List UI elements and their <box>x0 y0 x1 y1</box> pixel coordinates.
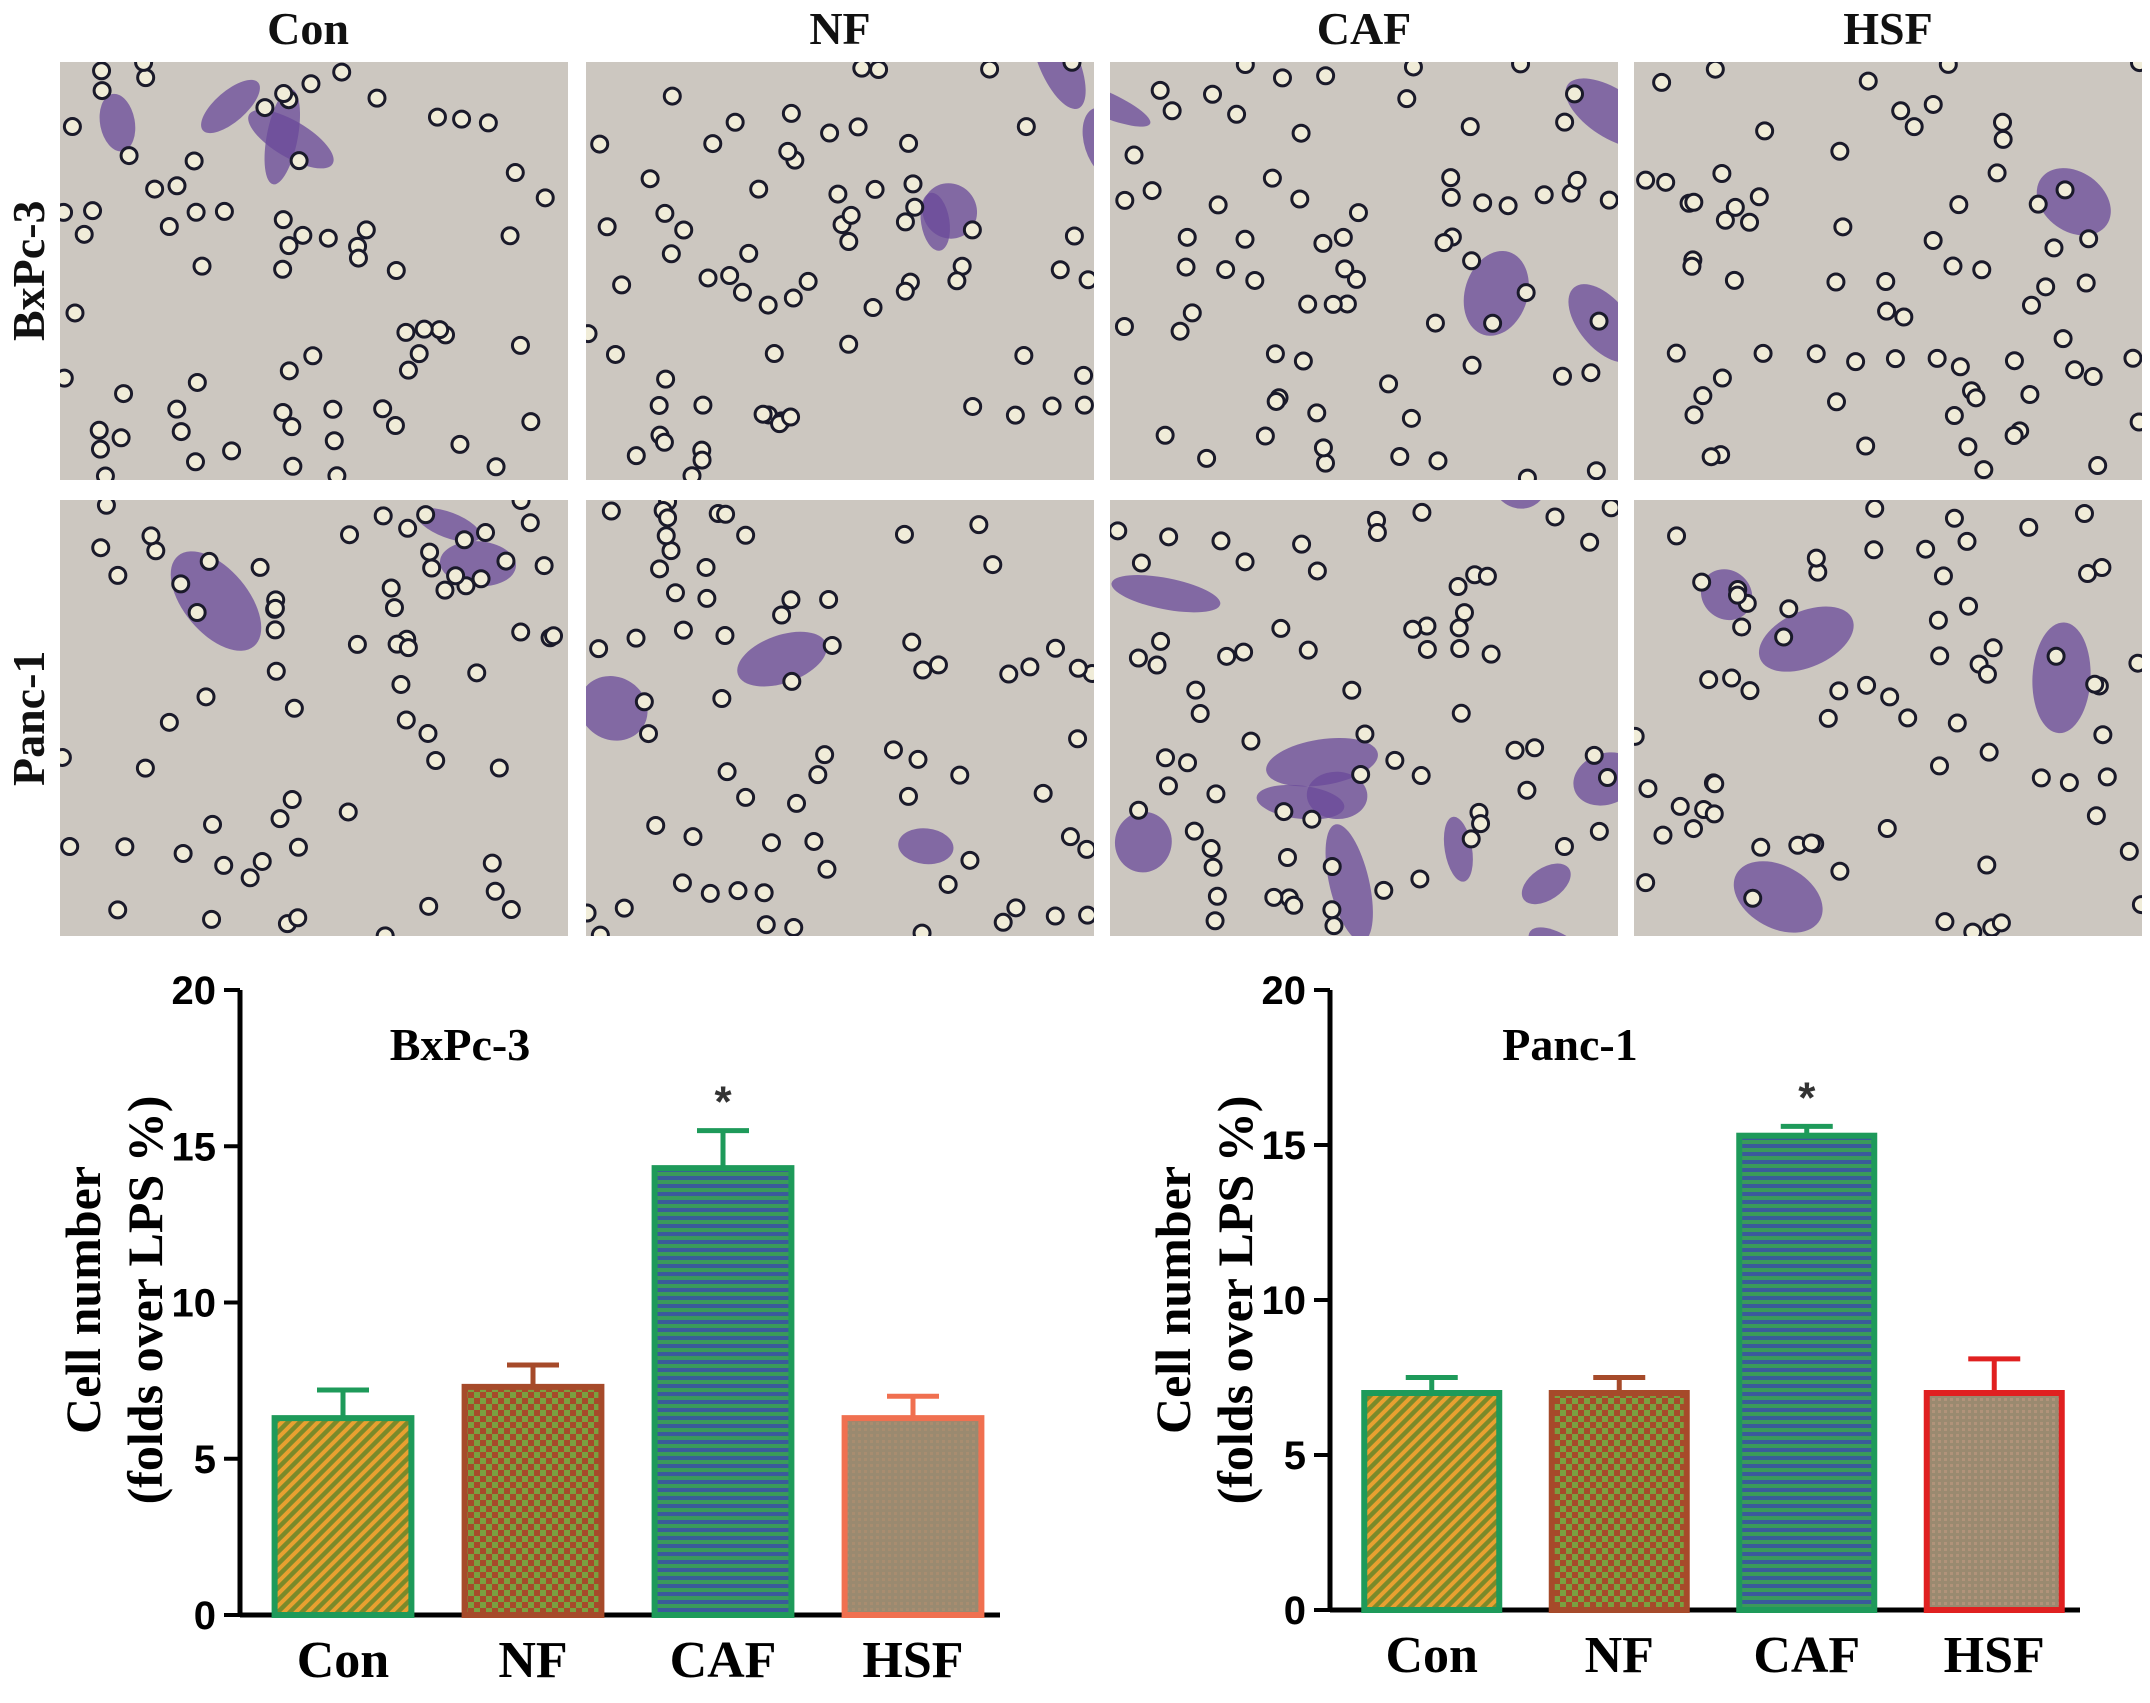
x-tick-label: HSF <box>1944 1627 2045 1684</box>
bar-chart-2: 0 5 10 15 20 Panc-1 Cell number (folds over LPS… <box>1145 969 2080 1684</box>
column-label-nf: NF <box>809 3 871 54</box>
bar-chart-1: 0 5 10 15 20 BxPc-3 Cell number (folds over LPS… <box>55 969 1000 1689</box>
bar-con <box>1361 1390 1503 1613</box>
y-tick-label: 20 <box>1262 969 1307 1013</box>
y-tick-label: 20 <box>172 969 217 1013</box>
y-tick-label: 10 <box>1262 1279 1307 1323</box>
bar-nf <box>1548 1390 1690 1613</box>
micrograph-panc1-con <box>60 500 568 936</box>
y-axis-label: Cell number (folds over LPS %) <box>1145 1096 1263 1505</box>
bar-caf <box>1736 1132 1878 1613</box>
y-tick-label: 15 <box>172 1125 217 1169</box>
micrograph-panc1-hsf <box>1634 500 2142 936</box>
micrograph-bxpc3-hsf <box>1634 62 2142 480</box>
bar-nf <box>461 1383 605 1618</box>
micrograph-bxpc3-con <box>60 62 568 480</box>
x-tick-label: CAF <box>670 1632 777 1689</box>
y-axis-label: Cell number (folds over LPS %) <box>55 1096 173 1505</box>
x-tick-label: NF <box>1585 1627 1654 1684</box>
chart-title: Panc-1 <box>1502 1019 1637 1070</box>
bar-hsf <box>1923 1390 2065 1613</box>
micrograph-panc1-nf <box>586 500 1094 936</box>
x-tick-label: Con <box>297 1632 390 1689</box>
y-tick-label: 0 <box>194 1594 216 1638</box>
significance-marker: * <box>1798 1073 1816 1122</box>
y-tick-label: 0 <box>1284 1589 1306 1633</box>
bar-con <box>271 1415 415 1618</box>
bar-caf <box>651 1165 795 1618</box>
x-tick-label: Con <box>1386 1627 1479 1684</box>
column-label-con: Con <box>267 3 349 54</box>
column-label-caf: CAF <box>1316 3 1412 54</box>
x-tick-label: HSF <box>862 1632 963 1689</box>
micrograph-bxpc3-nf <box>586 62 1094 480</box>
micrograph-bxpc3-caf <box>1110 62 1618 480</box>
significance-marker: * <box>714 1078 732 1127</box>
y-tick-label: 15 <box>1262 1124 1307 1168</box>
y-tick-label: 10 <box>172 1282 217 1326</box>
x-tick-label: NF <box>498 1632 567 1689</box>
x-tick-label: CAF <box>1753 1627 1860 1684</box>
micrograph-panc1-caf <box>1110 500 1618 936</box>
column-label-hsf: HSF <box>1843 3 1933 54</box>
y-tick-label: 5 <box>194 1438 216 1482</box>
bar-hsf <box>841 1415 985 1618</box>
chart-title: BxPc-3 <box>390 1019 531 1070</box>
y-tick-label: 5 <box>1284 1434 1306 1478</box>
